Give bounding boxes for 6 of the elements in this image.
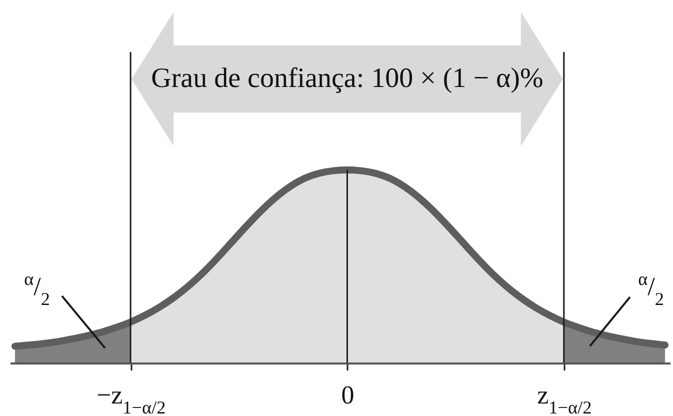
x-tick-label: z$_{1−α/2}$ (537, 380, 592, 416)
x-tick-label: 0 (341, 380, 354, 410)
annotation: $^{α}$/$_{2}$ (24, 269, 50, 309)
x-tick-label: −z$_{1−α/2}$ (96, 380, 166, 416)
annotation: $^{α}$/$_{2}$ (638, 269, 664, 309)
text: Grau de confiança: 100 × (1 − α)% (151, 63, 544, 94)
